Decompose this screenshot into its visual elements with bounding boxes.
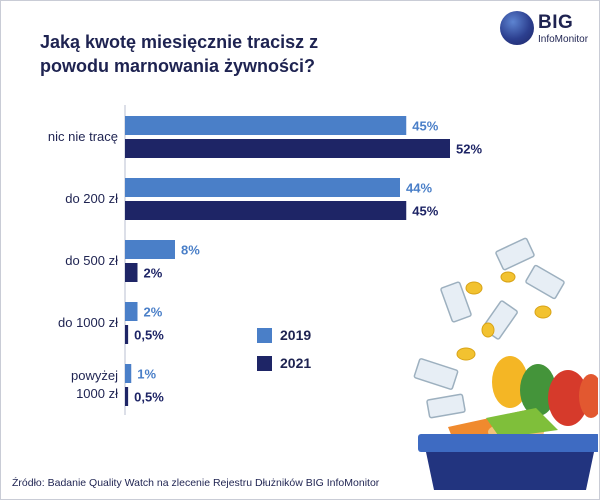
data-label-2019-3: 2% [144, 305, 163, 320]
data-label-2019-4: 1% [137, 367, 156, 382]
logo-circle-icon [500, 11, 534, 45]
bar-2019-4 [125, 364, 132, 383]
category-label-0: nic nie tracę [18, 128, 118, 146]
data-label-2019-0: 45% [412, 119, 438, 134]
data-label-2021-1: 45% [412, 204, 438, 219]
category-label-line: nic nie tracę [47, 129, 118, 144]
data-label-2021-3: 0,5% [134, 328, 164, 343]
bar-2021-3 [125, 325, 129, 344]
trash-bin-icon [418, 434, 598, 490]
legend-label-2019: 2019 [280, 327, 312, 343]
category-label-4: powyżej 1000 zł [18, 367, 118, 403]
data-label-2021-0: 52% [456, 142, 482, 157]
chart-title: Jaką kwotę miesięcznie tracisz z powodu … [40, 32, 319, 76]
legend-swatch-2021 [257, 356, 272, 371]
data-label-2021-2: 2% [144, 266, 163, 281]
bar-2019-2 [125, 240, 175, 259]
bar-2019-1 [125, 178, 400, 197]
data-label-2019-1: 44% [406, 181, 432, 196]
bar-2021-0 [125, 139, 450, 158]
bar-2021-2 [125, 263, 138, 282]
data-label-2021-4: 0,5% [134, 390, 164, 405]
legend-swatch-2019 [257, 328, 272, 343]
bar-2021-4 [125, 387, 129, 406]
data-label-2019-2: 8% [181, 243, 200, 258]
food-waste-illustration [413, 237, 598, 490]
category-label-line: powyżej [71, 368, 118, 383]
bar-2021-1 [125, 201, 407, 220]
legend-label-2021: 2021 [280, 355, 312, 371]
coin-icon [456, 271, 552, 361]
category-label-line: 1000 zł [76, 386, 118, 401]
category-label-line: do 1000 zł [58, 315, 118, 330]
category-label-1: do 200 zł [18, 190, 118, 208]
category-label-3: do 1000 zł [18, 314, 118, 332]
bar-2019-3 [125, 302, 138, 321]
flying-banknote-icon [413, 237, 565, 419]
category-label-line: do 200 zł [65, 191, 118, 206]
bar-2019-0 [125, 116, 407, 135]
logo-text-big: BIG [538, 12, 574, 33]
big-infomonitor-logo: BIG InfoMonitor [500, 10, 595, 50]
category-label-2: do 500 zł [18, 252, 118, 270]
source-note: Źródło: Badanie Quality Watch na zleceni… [12, 477, 380, 489]
category-label-line: do 500 zł [65, 253, 118, 268]
vegetables-icon [448, 356, 598, 442]
logo-text-sub: InfoMonitor [538, 34, 589, 45]
